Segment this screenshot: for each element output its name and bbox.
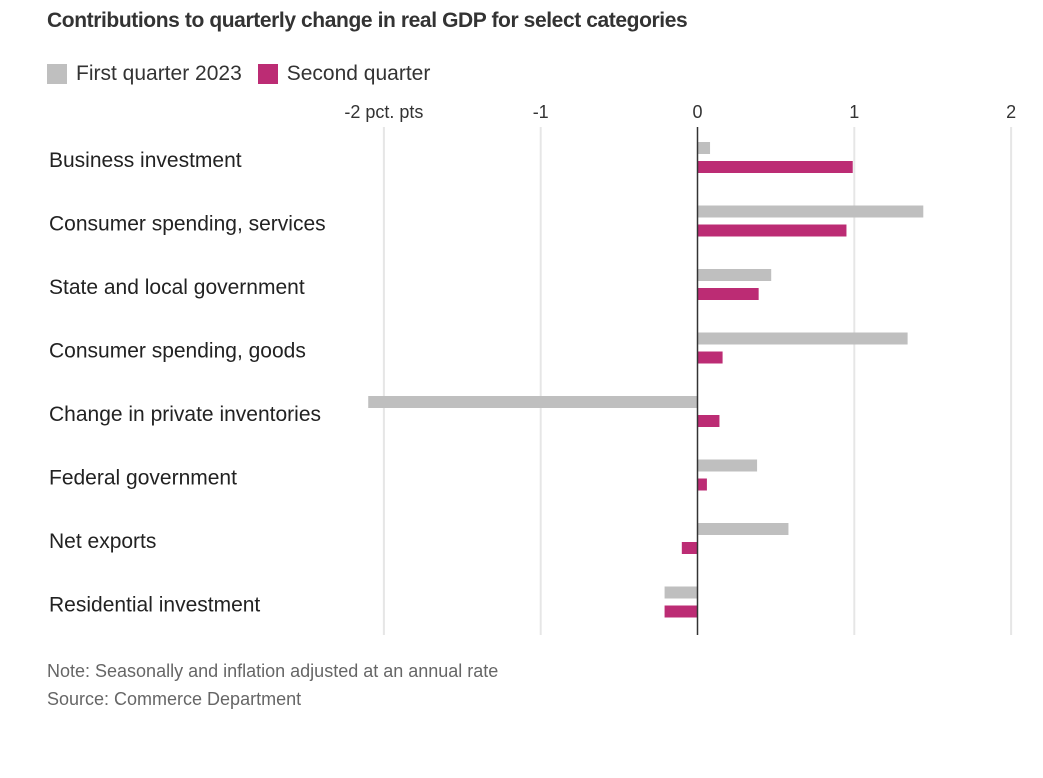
x-tick-label: -1 [533, 102, 549, 122]
bar-q2 [697, 478, 707, 491]
category-label: State and local government [49, 276, 305, 299]
bar-q1 [368, 396, 698, 408]
category-label: Residential investment [49, 594, 260, 617]
bar-q1 [664, 586, 698, 599]
legend-item-q1: First quarter 2023 [47, 62, 242, 86]
category-label: Consumer spending, services [49, 213, 326, 236]
bar-q2 [697, 415, 720, 427]
bar-q1 [697, 205, 924, 218]
chart-source: Source: Commerce Department [47, 689, 302, 709]
chart-note: Note: Seasonally and inflation adjusted … [47, 661, 499, 681]
legend-label-q2: Second quarter [286, 62, 431, 85]
category-label: Business investment [49, 149, 242, 172]
x-tick-label: 2 [1006, 102, 1016, 122]
chart-title: Contributions to quarterly change in rea… [47, 9, 688, 32]
category-label: Net exports [49, 530, 156, 553]
x-tick-label: 0 [692, 102, 702, 122]
bar-q2 [697, 288, 759, 300]
legend: First quarter 2023 Second quarter [47, 62, 446, 86]
bar-q1 [697, 523, 789, 535]
bar-q2 [697, 351, 723, 364]
legend-swatch-q1 [47, 64, 67, 84]
legend-label-q1: First quarter 2023 [76, 62, 242, 85]
bar-q1 [697, 332, 908, 345]
bar-q2 [664, 605, 698, 618]
x-tick-label: -2 pct. pts [344, 102, 423, 122]
category-label: Change in private inventories [49, 403, 321, 426]
legend-swatch-q2 [257, 64, 278, 84]
category-label: Federal government [49, 467, 237, 490]
bar-q2 [697, 161, 853, 173]
chart-footer: Note: Seasonally and inflation adjusted … [47, 657, 498, 713]
bar-q1 [697, 269, 772, 281]
category-label: Consumer spending, goods [49, 340, 306, 363]
bar-q2 [681, 542, 698, 554]
x-tick-label: 1 [849, 102, 859, 122]
legend-item-q2: Second quarter [257, 62, 431, 86]
bar-q1 [697, 459, 758, 472]
bar-q2 [697, 224, 847, 237]
bar-q1 [697, 142, 711, 154]
